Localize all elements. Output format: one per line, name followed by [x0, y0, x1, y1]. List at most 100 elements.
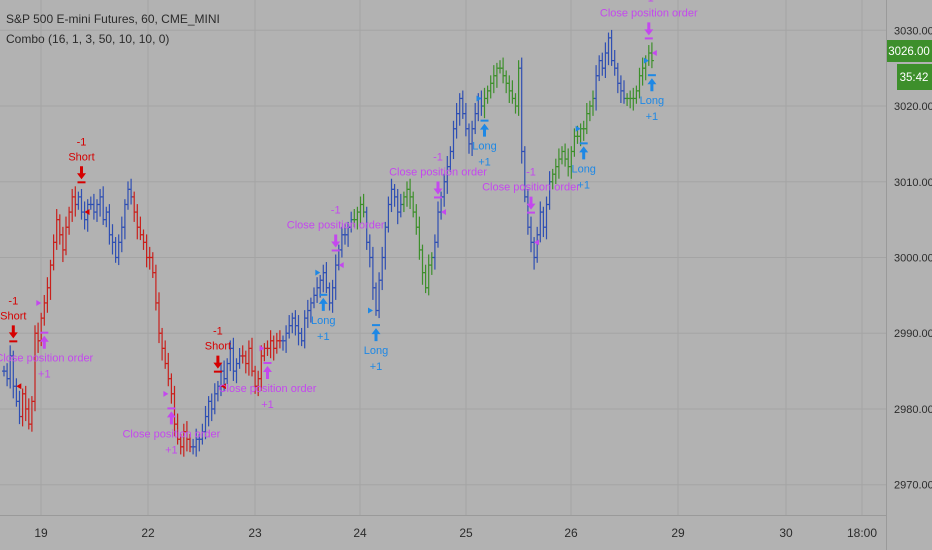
signal-qty: -1 [526, 167, 536, 179]
ohlc-bar [135, 204, 140, 240]
entry-marker-icon [643, 57, 649, 64]
ohlc-bar [268, 330, 273, 359]
ohlc-bar [169, 373, 174, 404]
ohlc-bar [333, 254, 338, 300]
close-arrow-icon [526, 196, 536, 210]
ohlc-bar [45, 277, 50, 313]
ohlc-bar [287, 315, 292, 339]
ohlc-bar [113, 237, 118, 263]
symbol-title[interactable]: S&P 500 E-mini Futures, 60, CME_MINI [6, 12, 220, 26]
y-tick-label: 3000.00 [894, 253, 932, 265]
ohlc-bar [119, 216, 124, 253]
ohlc-bar [150, 252, 155, 278]
ohlc-bar [293, 310, 298, 336]
entry-marker-icon [220, 383, 226, 390]
short-arrow-icon [8, 325, 18, 339]
ohlc-bar [234, 358, 239, 384]
ohlc-bar [225, 358, 230, 384]
ohlc-bar [408, 178, 413, 210]
ohlc-bar [566, 148, 571, 177]
ohlc-bar [281, 335, 285, 351]
long-arrow-icon [318, 297, 328, 311]
ohlc-bar [454, 103, 459, 139]
ohlc-bar [491, 65, 496, 94]
x-tick-label: 29 [671, 526, 685, 540]
ohlc-bar [479, 90, 484, 116]
entry-marker-icon [575, 125, 581, 132]
signal-qty: -1 [331, 204, 341, 216]
ohlc-bar [243, 350, 248, 374]
signal-label: Close position order [287, 219, 385, 231]
ohlc-bar [82, 201, 87, 230]
signal-label: Close position order [482, 182, 580, 194]
ohlc-bar [302, 310, 307, 349]
ohlc-bar [88, 196, 93, 210]
ohlc-bar [206, 396, 211, 427]
signal-qty: -1 [77, 136, 87, 148]
ohlc-bar [482, 87, 487, 119]
ohlc-bar [284, 325, 289, 353]
ohlc-bar [553, 158, 558, 185]
signal-label: Short [0, 310, 26, 322]
ohlc-bar [392, 184, 397, 207]
ohlc-bar [380, 246, 385, 291]
ohlc-bar [153, 264, 158, 311]
ohlc-bar [377, 272, 382, 319]
entry-marker-icon [36, 299, 42, 306]
signal-qty: +1 [165, 444, 178, 456]
ohlc-bar [401, 191, 406, 213]
x-tick-label: 22 [141, 526, 155, 540]
ohlc-bar [299, 327, 304, 347]
ohlc-bar [439, 191, 444, 220]
ohlc-bar [426, 254, 431, 296]
last-price-text: 3026.00 [888, 46, 930, 58]
ohlc-bar [436, 201, 440, 248]
ohlc-bar [231, 337, 236, 381]
ohlc-bar [67, 206, 72, 235]
short-arrow-icon [213, 355, 223, 369]
x-tick-label: 25 [459, 526, 473, 540]
entry-marker-icon [368, 307, 373, 314]
entry-marker-icon [16, 383, 22, 390]
x-tick-label: 26 [564, 526, 578, 540]
ohlc-bar [467, 123, 471, 154]
ohlc-bar [26, 398, 31, 430]
ohlc-bar [296, 315, 301, 346]
ohlc-bar [414, 204, 419, 235]
x-tick-label: 24 [353, 526, 367, 540]
ohlc-bar [504, 70, 509, 94]
ohlc-bar [637, 67, 642, 99]
ohlc-bar [76, 191, 81, 210]
ohlc-bar [73, 186, 78, 217]
ohlc-bar [327, 282, 332, 311]
ohlc-bar [361, 193, 366, 218]
x-tick-label: 18:00 [847, 526, 877, 540]
ohlc-bar [538, 201, 543, 243]
ohlc-bar [246, 340, 251, 376]
ohlc-bar [460, 90, 465, 119]
signal-label: Short [68, 151, 94, 163]
ohlc-bar [395, 188, 400, 225]
indicator-label[interactable]: Combo (16, 1, 3, 50, 10, 10, 0) [6, 32, 170, 46]
ohlc-bar [615, 62, 620, 94]
ohlc-bar [544, 196, 549, 240]
y-tick-label: 3010.00 [894, 177, 932, 189]
x-tick-label: 30 [779, 526, 793, 540]
ohlc-bar [54, 209, 59, 250]
ohlc-bar [646, 45, 651, 66]
ohlc-bar [519, 57, 524, 164]
signal-label: Long [311, 315, 335, 327]
ohlc-bar [398, 193, 403, 218]
ohlc-bar [510, 80, 515, 104]
ohlc-bar [274, 332, 279, 354]
entry-marker-icon [315, 269, 321, 276]
ohlc-bar [110, 224, 115, 255]
ohlc-bar [33, 325, 37, 412]
signal-qty: +1 [577, 179, 590, 191]
close-arrow-icon [166, 411, 176, 425]
ohlc-bar [157, 292, 161, 344]
ohlc-bar [104, 206, 109, 228]
long-arrow-icon [480, 123, 489, 137]
ohlc-bar [141, 229, 146, 250]
